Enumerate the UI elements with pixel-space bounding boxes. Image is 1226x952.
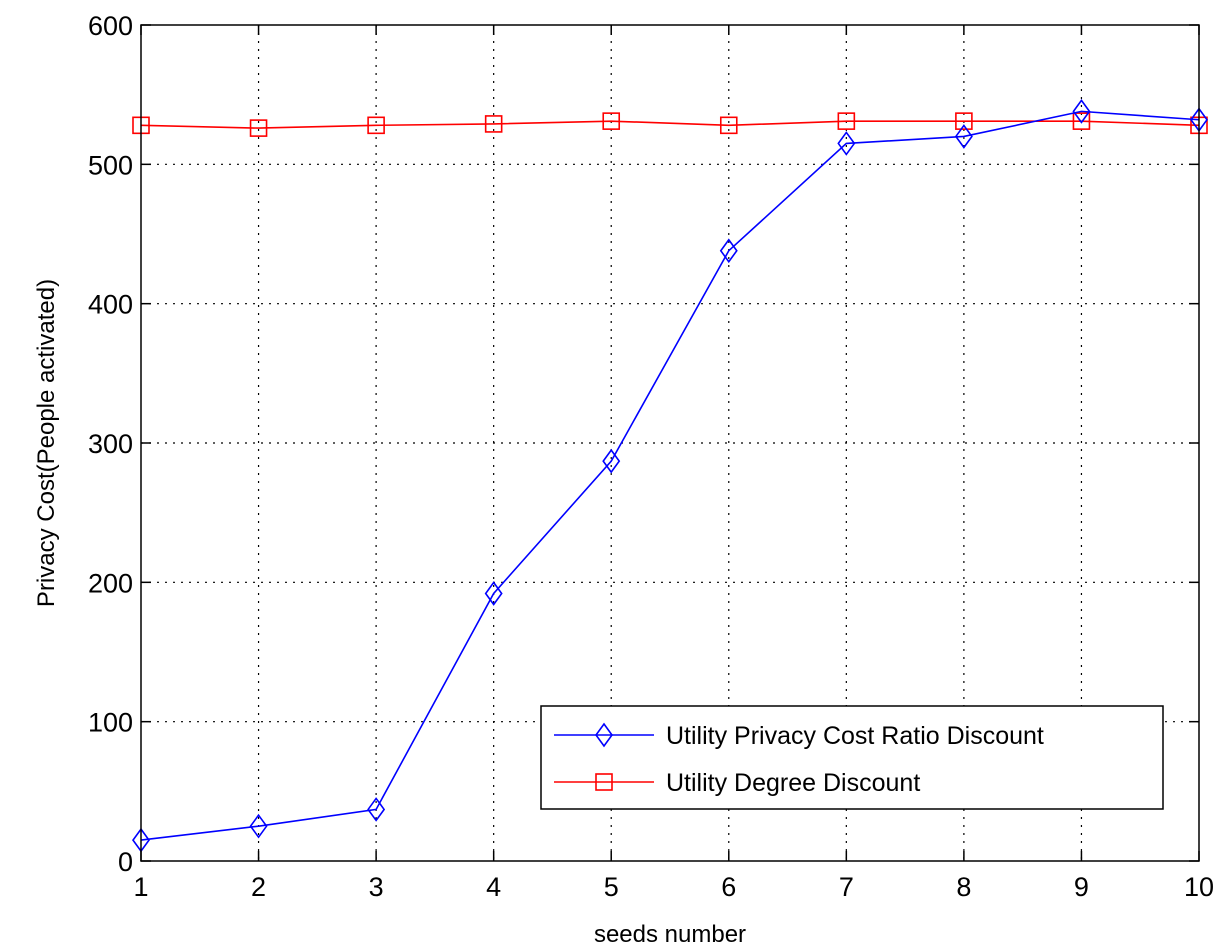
legend-box [540, 705, 1164, 810]
diamond-marker [484, 581, 503, 606]
x-axis-title: seeds number [594, 921, 746, 948]
x-tick-label: 6 [721, 872, 736, 902]
square-marker [367, 116, 385, 135]
square-marker [484, 115, 503, 133]
legend: Utility Privacy Cost Ratio Discount Utili… [540, 705, 1164, 810]
x-tick-label: 7 [839, 872, 854, 902]
y-axis-title: Privacy Cost(People activated) [33, 279, 60, 607]
y-tick-label: 200 [88, 568, 133, 598]
y-tick-label: 100 [88, 708, 133, 738]
square-marker [249, 119, 268, 137]
series-line [140, 110, 1200, 841]
y-tick-label: 300 [88, 429, 133, 459]
diamond-marker [595, 722, 613, 748]
diamond-marker [954, 124, 973, 149]
legend-label: Utility Privacy Cost Ratio Discount [666, 722, 1044, 750]
legend-label: Utility Degree Discount [666, 769, 920, 797]
square-marker [602, 112, 621, 130]
x-tick-label: 1 [133, 872, 148, 902]
diamond-marker [602, 448, 621, 474]
square-marker [955, 112, 973, 130]
series-line [140, 120, 1200, 129]
diamond-marker [837, 131, 856, 156]
series-upcr-discount [132, 99, 1208, 853]
y-tick-label: 500 [88, 150, 133, 180]
diamond-marker [249, 813, 268, 839]
square-marker [837, 112, 856, 130]
diamond-marker [1072, 99, 1091, 124]
x-tick-label: 2 [251, 872, 266, 902]
x-tick-label: 9 [1074, 872, 1089, 902]
x-tick-label: 5 [604, 872, 619, 902]
diamond-marker [719, 238, 738, 264]
x-tick-label: 10 [1184, 872, 1214, 902]
y-tick-label: 600 [88, 11, 133, 41]
x-tick-label: 4 [486, 872, 501, 902]
diamond-marker [367, 797, 386, 822]
y-tick-label: 400 [88, 290, 133, 320]
square-marker [595, 773, 613, 791]
square-marker [1072, 112, 1091, 130]
x-tick-label: 3 [369, 872, 384, 902]
x-tick-label: 8 [956, 872, 971, 902]
square-marker [719, 116, 738, 135]
y-tick-label: 0 [118, 847, 133, 877]
